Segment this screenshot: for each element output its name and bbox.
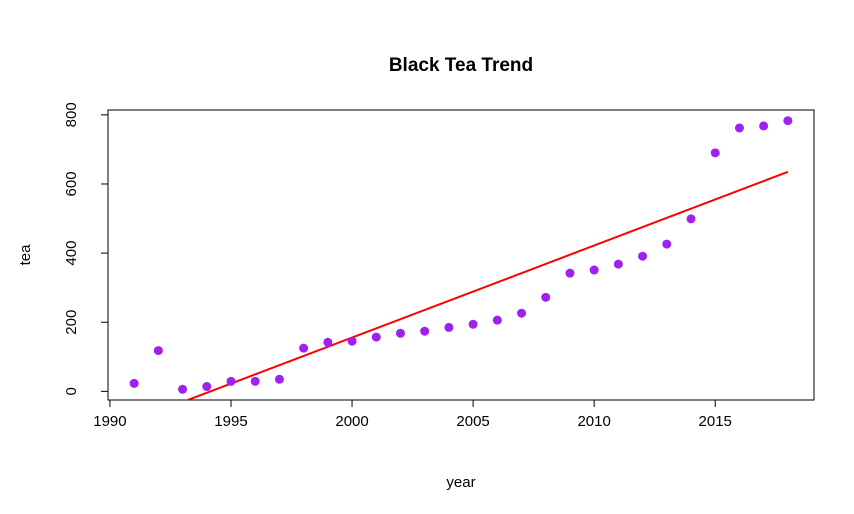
point xyxy=(371,332,381,342)
point xyxy=(517,308,527,318)
point xyxy=(250,376,260,386)
point xyxy=(444,322,454,332)
plot-area xyxy=(184,170,789,400)
y-tick-label: 200 xyxy=(63,310,80,335)
point xyxy=(638,251,648,261)
point xyxy=(202,382,212,392)
point xyxy=(274,374,284,384)
x-tick-label: 2005 xyxy=(456,413,489,430)
point xyxy=(347,336,357,346)
point xyxy=(178,384,188,394)
x-tick-label: 1995 xyxy=(214,413,247,430)
point xyxy=(226,376,236,386)
point xyxy=(613,259,623,269)
point xyxy=(420,326,430,336)
y-axis-label: tea xyxy=(17,244,34,266)
point xyxy=(710,148,720,158)
y-tick-label: 0 xyxy=(63,387,80,395)
x-tick-label: 2015 xyxy=(699,413,732,430)
point xyxy=(734,123,744,133)
point xyxy=(468,319,478,329)
x-axis-label: year xyxy=(446,474,475,491)
point xyxy=(783,116,793,126)
point xyxy=(759,121,769,131)
point xyxy=(395,328,405,338)
point xyxy=(492,315,502,325)
point xyxy=(299,343,309,353)
y-tick-label: 600 xyxy=(63,171,80,196)
point xyxy=(153,346,163,356)
x-tick-label: 1990 xyxy=(93,413,126,430)
y-tick-label: 800 xyxy=(63,102,80,127)
fit-line xyxy=(184,170,789,400)
point xyxy=(686,214,696,224)
point xyxy=(129,378,139,388)
point xyxy=(662,239,672,249)
point xyxy=(541,292,551,302)
chart-title: Black Tea Trend xyxy=(389,55,533,76)
x-tick-label: 2000 xyxy=(335,413,368,430)
y-tick-label: 400 xyxy=(63,241,80,266)
point xyxy=(323,337,333,347)
point xyxy=(565,268,575,278)
x-tick-label: 2010 xyxy=(577,413,610,430)
point xyxy=(589,265,599,275)
